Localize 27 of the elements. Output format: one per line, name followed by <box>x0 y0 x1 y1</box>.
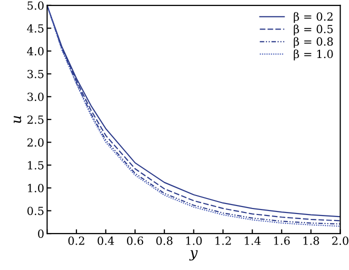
y-tick-label: 4.5 <box>27 24 44 33</box>
x-axis-title: y <box>189 250 198 261</box>
y-tick-label: 4.0 <box>27 47 44 56</box>
x-tick-label: 0.8 <box>156 236 172 245</box>
x-tick-label: 0.4 <box>98 236 114 245</box>
legend-label: β = 1.0 <box>294 50 333 60</box>
x-tick-label: 1.4 <box>244 236 261 245</box>
x-tick-label: 2.0 <box>332 236 348 245</box>
x-tick-label: 1.6 <box>274 236 290 245</box>
y-tick-label: 3.0 <box>28 92 44 102</box>
x-tick-label: 1.0 <box>186 236 202 245</box>
y-tick-label: 0 <box>38 230 44 238</box>
y-tick-label: 2.0 <box>27 138 44 147</box>
y-tick-label: 0.5 <box>27 206 44 216</box>
y-tick-label: 5.0 <box>28 1 44 10</box>
legend-label: β = 0.2 <box>294 12 333 23</box>
x-tick-label: 1.8 <box>303 236 320 245</box>
y-axis-title: u <box>14 116 22 123</box>
x-tick-label: 1.2 <box>216 236 231 245</box>
legend-label: β = 0.5 <box>294 24 333 36</box>
x-tick-label: 0.6 <box>126 236 144 245</box>
y-tick-label: 2.5 <box>27 115 44 124</box>
legend-label: β = 0.8 <box>294 37 333 48</box>
y-tick-label: 3.5 <box>28 70 44 78</box>
x-tick-label: 0.2 <box>68 236 84 245</box>
y-tick-label: 1.0 <box>28 184 44 192</box>
y-tick-label: 1.5 <box>28 161 44 170</box>
